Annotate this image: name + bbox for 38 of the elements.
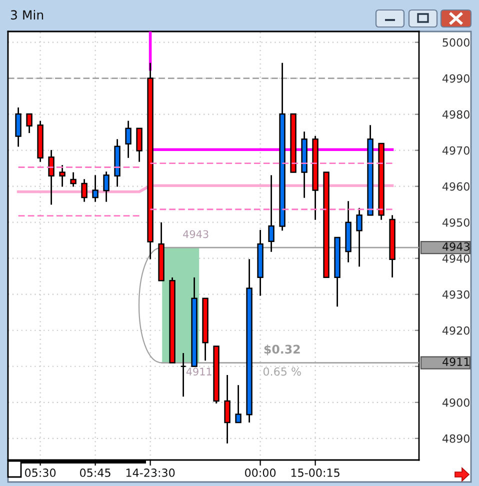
y-tick-label: 4960: [442, 182, 470, 191]
y-tick-label: 4950: [442, 218, 470, 227]
annotation: 0.65 %: [263, 367, 301, 376]
y-tick-label: 4920: [442, 326, 470, 335]
annotation: 4911: [186, 368, 212, 376]
candlestick: [103, 170, 110, 203]
candlestick: [81, 178, 88, 203]
candlestick: [125, 120, 132, 159]
candlestick: [136, 128, 142, 163]
candlestick: [92, 174, 98, 203]
candlestick: [15, 106, 22, 148]
candlestick: [180, 352, 186, 398]
y-tick-label: 5000: [442, 38, 470, 47]
y-tick-label: 4900: [442, 398, 470, 407]
candlestick: [268, 174, 274, 253]
candlestick: [70, 172, 76, 188]
x-tick-label: 14-23:30: [126, 468, 175, 477]
candlestick: [48, 149, 54, 206]
y-tick-label: 4930: [442, 290, 470, 299]
candlestick: [356, 207, 362, 268]
y-tick-label: 4970: [442, 146, 470, 155]
chart-title: 3 Min: [10, 10, 44, 20]
candlestick: [224, 374, 230, 444]
ref-line-label: 4943: [442, 242, 470, 251]
x-tick-label: 05:30: [25, 468, 56, 477]
x-tick-label: 15-00:15: [291, 468, 340, 477]
candlestick: [235, 384, 242, 424]
y-tick-label: 4890: [442, 434, 470, 443]
candlestick: [59, 164, 66, 188]
y-tick-label: 4990: [442, 74, 470, 83]
annotation: 4943: [183, 230, 208, 238]
x-tick-label: 05:45: [80, 468, 110, 477]
x-tick-label: 00:00: [245, 468, 276, 477]
ref-line-label: 4911: [442, 358, 470, 366]
y-tick-label: 4940: [442, 254, 470, 263]
candlestick: [26, 113, 32, 134]
annotation: $0.32: [264, 344, 300, 356]
y-tick-label: 4980: [442, 110, 470, 119]
